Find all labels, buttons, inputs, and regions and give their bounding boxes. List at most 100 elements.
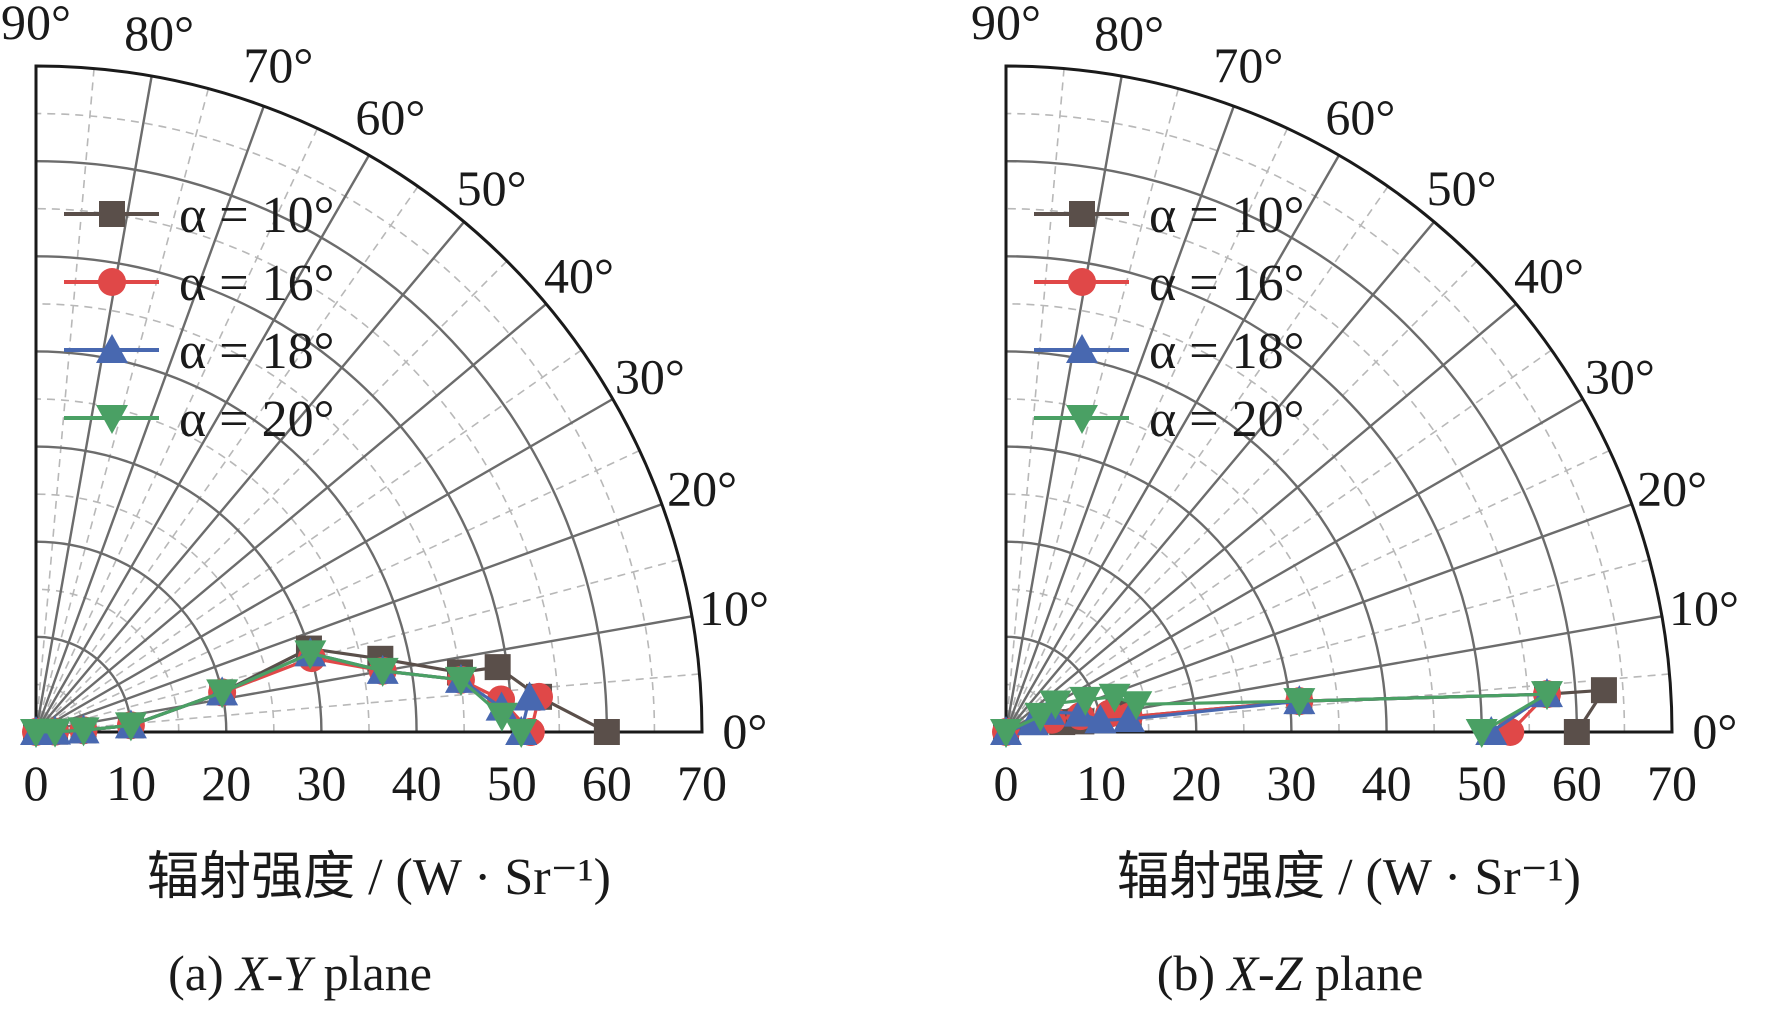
data-point (1024, 702, 1057, 732)
grid-circle-minor (35, 493, 275, 733)
data-point (513, 681, 546, 711)
legend-label: α = 18° (1149, 323, 1304, 380)
angle-tick-label: 90° (971, 0, 1041, 50)
legend-marker (96, 334, 128, 363)
data-point (990, 719, 1022, 748)
grid-circle-minor (1005, 303, 1435, 733)
data-point (67, 717, 100, 747)
grid-circle-minor (35, 303, 465, 733)
radial-tick-label: 20 (1171, 755, 1221, 811)
grid-spoke-major (1005, 221, 1436, 733)
data-point (593, 719, 620, 745)
angle-tick-label: 30° (1585, 349, 1655, 405)
grid-circle-major (35, 255, 513, 733)
radial-tick-label: 40 (392, 755, 442, 811)
legend-marker (1068, 268, 1096, 296)
legend-marker (1069, 201, 1095, 227)
angle-tick-label: 0° (722, 703, 767, 759)
radial-tick-label: 70 (677, 755, 727, 811)
legend-item: α = 18° (64, 323, 334, 380)
angle-tick-label: 10° (1669, 580, 1739, 636)
grid-circle-major (1005, 159, 1579, 733)
polar-chart-xz: 0° 10° 20° 30°40° 50° 60° 70° 80° 90° 0 10 20 30 40 50… (971, 0, 1739, 906)
angle-tick-label: 40° (1514, 247, 1584, 303)
radial-tick-label: 40 (1362, 755, 1412, 811)
legend-label: α = 10° (1149, 187, 1304, 244)
grid-spoke-major (34, 75, 153, 733)
angle-tick-label: 70° (243, 37, 313, 93)
legend-item: α = 20° (1034, 391, 1304, 448)
legend-marker (1066, 334, 1098, 363)
radial-tick-label: 70 (1647, 755, 1697, 811)
radial-tick-label: 60 (582, 755, 632, 811)
data-point (366, 657, 399, 687)
angle-tick-label: 50° (1427, 160, 1497, 216)
legend-label: α = 16° (1149, 255, 1304, 312)
radial-tick-label: 50 (487, 755, 537, 811)
grid-circle-major (1005, 255, 1483, 733)
grid-spoke-major (35, 397, 614, 734)
data-point (1063, 697, 1096, 727)
plot-boundary (34, 64, 704, 734)
data-point (1069, 686, 1102, 716)
legend-item: α = 18° (1034, 323, 1304, 380)
angle-tick-label: 40° (544, 247, 614, 303)
data-point (1283, 688, 1316, 718)
grid-circle-minor (1005, 398, 1340, 733)
data-point (206, 679, 239, 709)
radial-tick-label: 30 (1266, 755, 1316, 811)
legend-label: α = 18° (179, 323, 334, 380)
grid-spoke-major (1005, 397, 1584, 734)
legend-label: α = 20° (1149, 391, 1304, 448)
grid-spoke-major (1004, 75, 1123, 733)
data-point (485, 702, 518, 732)
radial-tick-label: 60 (1552, 755, 1602, 811)
radial-tick-label: 10 (106, 755, 156, 811)
grid-spoke-major (35, 221, 466, 733)
data-point (505, 719, 538, 748)
grid-spoke-major (34, 154, 371, 733)
data-point (114, 712, 147, 742)
series-3 (20, 640, 538, 748)
data-point (1039, 690, 1072, 720)
angle-tick-label: 10° (699, 580, 769, 636)
angle-tick-label: 50° (457, 160, 527, 216)
grid-circle-major (1005, 540, 1198, 733)
radial-tick-label: 0 (24, 755, 49, 811)
legend-item: α = 20° (64, 391, 334, 448)
radial-tick-label: 10 (1076, 755, 1126, 811)
radial-tick-label: 30 (296, 755, 346, 811)
grid-circle-major (35, 159, 609, 733)
legend-label: α = 16° (179, 255, 334, 312)
legend-marker (99, 201, 125, 227)
plot-boundary (1004, 64, 1674, 734)
angle-tick-label: 80° (124, 5, 194, 61)
legend-marker (96, 405, 128, 434)
data-point (39, 718, 72, 748)
data-point (484, 654, 511, 681)
data-point (294, 640, 327, 670)
legend-item: α = 10° (64, 187, 334, 244)
data-point (1120, 691, 1153, 721)
legend-label: α = 10° (179, 187, 334, 244)
angle-tick-label: 20° (1637, 461, 1707, 517)
axis-xlabel: 辐射强度 / (W · Sr⁻¹) (147, 849, 611, 906)
polar-chart-xy: 0° 10° 20° 30°40° 50° 60° 70° 80° 90° 0 10 20 30 40 50… (1, 0, 769, 906)
legend-marker (1066, 405, 1098, 434)
grid-circle-major (1005, 445, 1293, 733)
radial-tick-label: 50 (1457, 755, 1507, 811)
series-line (35, 651, 523, 734)
legend-item: α = 10° (1034, 187, 1304, 244)
data-point (1084, 704, 1117, 734)
data-point (444, 666, 477, 696)
angle-tick-label: 60° (1325, 89, 1395, 145)
angle-tick-label: 0° (1692, 703, 1737, 759)
radial-tick-label: 20 (201, 755, 251, 811)
legend-item: α = 16° (1034, 255, 1304, 312)
legend-label: α = 20° (179, 391, 334, 448)
data-point (1590, 677, 1617, 704)
series-3 (990, 681, 1563, 748)
axis-xlabel: 辐射强度 / (W · Sr⁻¹) (1117, 849, 1581, 906)
legend-item: α = 16° (64, 255, 334, 312)
